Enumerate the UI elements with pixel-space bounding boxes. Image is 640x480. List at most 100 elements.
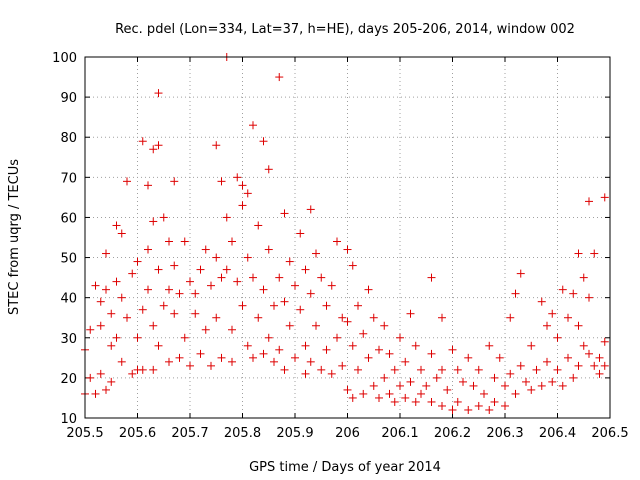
- data-point: [354, 365, 362, 374]
- data-point: [149, 217, 158, 226]
- data-point: [527, 385, 536, 394]
- data-point: [369, 381, 378, 390]
- data-point: [222, 213, 231, 222]
- data-point: [600, 337, 609, 346]
- data-point: [532, 365, 541, 374]
- x-tick-label: 206.1: [381, 426, 418, 441]
- data-point: [275, 273, 284, 282]
- data-point: [264, 245, 273, 254]
- data-point: [222, 265, 231, 274]
- y-tick-label: 100: [52, 51, 77, 66]
- data-point: [112, 221, 121, 230]
- data-point: [144, 181, 152, 190]
- data-point: [474, 401, 483, 410]
- x-tick-label: 206.3: [486, 426, 523, 441]
- data-point: [348, 261, 357, 270]
- data-point: [306, 205, 315, 214]
- data-point: [154, 341, 163, 350]
- data-point: [170, 261, 179, 270]
- data-point: [212, 141, 221, 150]
- x-tick-label: 205.9: [276, 426, 313, 441]
- data-point: [322, 345, 331, 354]
- data-point: [128, 369, 137, 378]
- data-point: [233, 173, 242, 182]
- data-point: [154, 89, 163, 98]
- data-point: [285, 257, 294, 266]
- data-point: [375, 345, 383, 354]
- data-point: [317, 365, 326, 374]
- data-point: [385, 389, 394, 398]
- data-point: [102, 385, 110, 394]
- y-tick-label: 10: [60, 412, 77, 427]
- y-tick-label: 90: [60, 91, 77, 106]
- data-point: [511, 389, 520, 398]
- data-point: [453, 397, 462, 406]
- data-point: [301, 341, 310, 350]
- data-point: [348, 393, 357, 402]
- data-point: [411, 397, 420, 406]
- data-point: [102, 285, 110, 294]
- data-point: [123, 313, 131, 322]
- y-tick-label: 80: [60, 131, 77, 146]
- data-point: [138, 305, 147, 314]
- data-point: [270, 301, 278, 310]
- data-point: [543, 321, 551, 330]
- data-point: [427, 349, 436, 358]
- data-point: [144, 285, 152, 294]
- data-point: [259, 137, 268, 146]
- data-point: [201, 325, 210, 334]
- data-point: [553, 333, 562, 342]
- data-point: [275, 73, 284, 82]
- data-point: [516, 361, 525, 370]
- data-point: [459, 377, 467, 386]
- data-point: [238, 181, 247, 190]
- data-point: [438, 365, 446, 374]
- data-point: [180, 333, 189, 342]
- data-point: [217, 353, 226, 362]
- data-point: [186, 361, 194, 370]
- data-point: [501, 401, 509, 410]
- data-point: [422, 381, 431, 390]
- data-point: [480, 389, 488, 398]
- data-point: [133, 333, 142, 342]
- data-point: [291, 281, 299, 290]
- data-point: [228, 237, 236, 246]
- gridlines: [85, 57, 610, 418]
- data-point: [159, 213, 168, 222]
- data-point: [207, 281, 215, 290]
- data-point: [212, 313, 221, 322]
- data-point: [170, 177, 179, 186]
- data-point: [338, 361, 347, 370]
- data-point: [228, 325, 236, 334]
- data-point: [107, 377, 116, 386]
- data-point: [443, 385, 452, 394]
- data-point: [590, 361, 599, 370]
- data-point: [322, 301, 331, 310]
- x-axis-title: GPS time / Days of year 2014: [249, 460, 441, 475]
- data-point: [343, 245, 352, 254]
- data-point: [417, 389, 425, 398]
- data-point: [249, 273, 257, 282]
- data-point: [438, 313, 446, 322]
- data-point: [312, 249, 320, 258]
- data-point: [354, 301, 362, 310]
- data-point: [296, 305, 305, 314]
- data-point: [91, 389, 100, 398]
- data-point: [170, 309, 179, 318]
- data-point: [327, 369, 336, 378]
- data-point: [364, 353, 373, 362]
- data-point: [86, 325, 95, 334]
- data-point: [385, 349, 394, 358]
- data-point: [280, 297, 289, 306]
- data-point: [485, 341, 494, 350]
- data-point: [464, 353, 473, 362]
- data-point: [107, 341, 116, 350]
- data-point: [401, 357, 410, 366]
- data-point: [495, 353, 504, 362]
- data-point: [191, 309, 200, 318]
- y-tick-label: 40: [60, 292, 77, 307]
- data-point: [217, 177, 226, 186]
- data-point: [306, 289, 315, 298]
- data-point: [406, 377, 415, 386]
- data-point: [501, 381, 509, 390]
